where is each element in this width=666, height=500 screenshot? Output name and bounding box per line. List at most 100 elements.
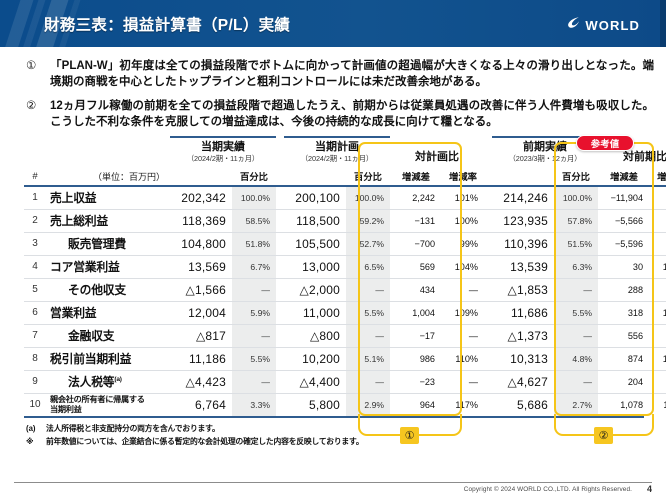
cell-plan-pct: 6.5% [346,255,390,278]
cell-previous-value: 123,935 [503,213,548,228]
row-index: 8 [32,353,38,364]
group-title-previous-actual: 前期実績 [523,141,567,154]
column-header-rate-previous: 増減率 [650,167,666,187]
row-label: 営業利益 [50,306,97,320]
cell-actual-value: 13,569 [188,259,226,274]
bullet-paragraph-2: ② 12ヵ月フル稼働の前期を全ての損益段階で超過したうえ、前期からは従業員処遇の… [26,98,654,131]
cell-vs-previous-diff: 288 [627,284,644,295]
cell-previous-value: △1,373 [507,328,548,343]
group-subtitle: （2024/2期・11ヵ月） [186,153,260,163]
cell-plan-pct: 52.7% [346,232,390,255]
row-label: 金融収支 [68,329,115,343]
column-header-diff-plan: 増減差 [390,167,442,187]
cell-plan-value: 10,200 [302,351,340,366]
column-header-unit: （単位：百万円） [46,167,170,187]
cell-plan-pct: 59.2% [346,209,390,232]
cell-previous-pct: 6.3% [554,255,599,278]
row-index: 9 [32,376,38,387]
callout-badge-1: ① [400,427,419,444]
cell-vs-plan-rate: 99% [459,238,478,249]
cell-plan-pct: — [346,370,390,393]
cell-vs-previous-rate: 94% [650,186,666,209]
group-title-vs-plan: 対計画比 [415,151,459,164]
cell-actual-value: 12,004 [188,305,226,320]
cell-vs-plan-rate: 109% [454,307,478,318]
title-banner: 財務三表：損益計算書（P/L）実績 WORLD [0,0,666,47]
cell-vs-plan-diff: −131 [414,215,435,226]
footnotes: (a) 法人所得税と非支配持分の両方を含んでおります。 ※ 前年数値については、… [26,424,446,450]
cell-actual-pct: — [232,370,276,393]
cell-actual-value: 11,186 [188,351,226,366]
column-header-pct-plan: 百分比 [346,167,390,187]
cell-previous-pct: — [554,370,599,393]
group-title-current-actual: 当期実績 [201,141,245,154]
footnote-mark: ※ [26,437,34,447]
cell-vs-previous-diff: −5,566 [614,215,644,226]
cell-vs-previous-diff: 1,078 [620,399,644,410]
group-subtitle: （2023/3期・12ヵ月） [508,153,582,163]
table-row: 4 コア営業利益 13,569 6.7% 13,000 6.5% 569 104% 13,539… [24,255,666,278]
bullet-paragraph-1: ① 「PLAN-W」初年度は全ての損益段階でボトムに向かって計画値の超過幅が大き… [26,58,654,91]
bullet-number: ② [26,100,37,112]
cell-previous-pct: — [554,324,599,347]
table-bottom-rule [24,416,644,418]
row-label: 売上総利益 [50,214,108,228]
cell-vs-plan-rate: 117% [455,399,478,410]
cell-vs-previous-rate: 96% [650,209,666,232]
world-swirl-icon [566,15,581,35]
cell-vs-previous-diff: 874 [627,353,644,364]
footnote-text: 前年数値については、企業結合に係る暫定的な会計処理の確定した内容を反映しておりま… [46,437,364,447]
cell-vs-plan-rate: 104% [454,261,478,272]
cell-vs-plan-diff: 964 [419,399,435,410]
cell-previous-value: 5,686 [516,397,548,412]
column-header-index: # [24,167,46,187]
cell-plan-value: △2,000 [299,282,340,297]
cell-vs-plan-rate: 110% [455,353,478,364]
cell-plan-value: 200,100 [295,190,340,205]
footnote-item: (a) 法人所得税と非支配持分の両方を含んでおります。 [26,424,446,434]
cell-vs-plan-rate: — [468,330,478,341]
cell-previous-pct: 2.7% [554,393,599,416]
cell-vs-previous-diff: −5,596 [614,238,644,249]
cell-plan-value: 11,000 [302,305,340,320]
cell-vs-previous-rate: — [650,370,666,393]
bullet-number: ① [26,60,37,72]
cell-plan-value: 105,500 [295,236,340,251]
cell-actual-pct: — [232,324,276,347]
row-index: 3 [32,238,38,249]
cell-vs-plan-rate: — [468,376,478,387]
footnote-text: 法人所得税と非支配持分の両方を含んでおります。 [46,424,220,433]
cell-plan-value: △4,400 [299,374,340,389]
row-index: 10 [29,399,41,411]
row-index: 2 [32,215,38,226]
cell-vs-plan-diff: 2,242 [412,192,435,203]
group-subtitle: （2024/2期・11ヵ月） [300,153,374,163]
group-title-current-plan: 当期計画 [315,141,359,154]
row-label: コア営業利益 [50,260,120,274]
cell-previous-value: 11,686 [510,305,548,320]
table-row: 5 その他収支 △1,566 — △2,000 — 434 — △1,853 — 288 — [24,278,666,301]
cell-vs-plan-diff: 569 [419,261,435,272]
cell-plan-pct: 100.0% [346,186,390,209]
callout-badge-2: ② [594,427,613,444]
pl-table-container: 当期実績 （2024/2期・11ヵ月） 当期計画 （2024/2期・11ヵ月） 対計画比… [24,136,666,416]
page-title: 財務三表：損益計算書（P/L）実績 [44,17,291,34]
row-label: 親会社の所有者に帰属する 当期利益 [50,394,145,414]
cell-actual-pct: 100.0% [232,186,276,209]
cell-vs-previous-diff: −11,904 [610,192,644,203]
row-label: 法人税等(a) [68,375,122,389]
row-index: 4 [32,261,38,272]
cell-previous-pct: 4.8% [554,347,599,370]
cell-actual-pct: 6.7% [232,255,276,278]
cell-vs-plan-diff: 1,004 [412,307,435,318]
cell-actual-value: 104,800 [181,236,226,251]
pl-table: 当期実績 （2024/2期・11ヵ月） 当期計画 （2024/2期・11ヵ月） 対計画比… [24,136,666,416]
banner-right-edge [660,0,666,47]
cell-previous-pct: 5.5% [554,301,599,324]
table-group-header-row: 当期実績 （2024/2期・11ヵ月） 当期計画 （2024/2期・11ヵ月） 対計画比… [24,136,666,167]
cell-actual-pct: 3.3% [232,393,276,416]
cell-previous-value: △4,627 [507,374,548,389]
cell-actual-pct: — [232,278,276,301]
cell-previous-pct: 51.5% [554,232,599,255]
